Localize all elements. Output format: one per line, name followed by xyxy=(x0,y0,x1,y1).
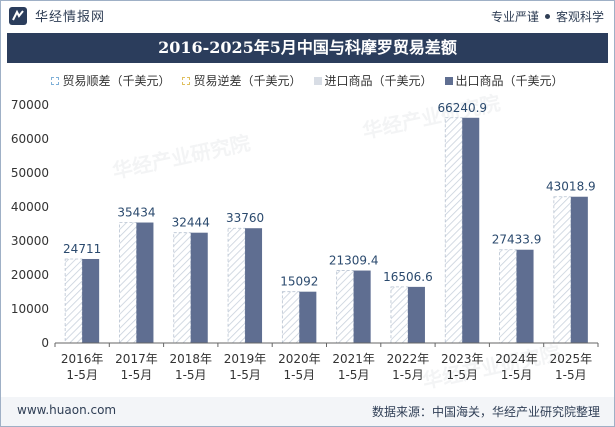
bar-surplus xyxy=(336,270,355,344)
x-tick-label-year: 2016年 xyxy=(61,352,104,366)
x-tick-label-year: 2018年 xyxy=(169,352,212,366)
data-label: 27433.9 xyxy=(492,233,542,247)
bar-surplus xyxy=(227,227,246,344)
bar-export xyxy=(82,258,100,343)
data-label: 21309.4 xyxy=(329,254,379,268)
legend-swatch-import xyxy=(313,76,322,85)
x-tick-label-period: 1-5月 xyxy=(66,368,98,382)
x-tick-label-period: 1-5月 xyxy=(555,368,587,382)
x-tick-label-year: 2020年 xyxy=(278,352,321,366)
legend-item-export[interactable]: 出口商品（千美元） xyxy=(444,72,564,89)
y-tick-label: 60000 xyxy=(11,132,49,146)
footer: www.huaon.com 数据来源：中国海关，华经产业研究院整理 xyxy=(1,397,614,426)
bar-surplus xyxy=(444,117,463,344)
x-tick-label-period: 1-5月 xyxy=(338,368,370,382)
chart-plot: 0 10000 20000 30000 40000 50000 60000 70000 247… xyxy=(11,98,599,382)
data-label: 66240.9 xyxy=(437,101,487,115)
x-tick-label-period: 1-5月 xyxy=(229,368,261,382)
x-tick-label-period: 1-5月 xyxy=(446,368,478,382)
data-label: 35434 xyxy=(117,206,155,220)
x-tick-label-year: 2017年 xyxy=(115,352,158,366)
y-tick-label: 30000 xyxy=(11,234,49,248)
data-label: 32444 xyxy=(172,216,210,230)
legend-swatch-deficit xyxy=(182,76,191,85)
data-label: 43018.9 xyxy=(546,180,596,194)
legend-swatch-surplus xyxy=(51,76,60,85)
x-tick-label-year: 2019年 xyxy=(224,352,267,366)
chart-legend: 贸易顺差（千美元） 贸易逆差（千美元） 进口商品（千美元） 出口商品（千美元） xyxy=(1,72,614,89)
legend-item-surplus[interactable]: 贸易顺差（千美元） xyxy=(51,72,170,89)
legend-label-export: 出口商品（千美元） xyxy=(455,74,564,88)
bar-surplus xyxy=(553,196,572,344)
x-tick-label-year: 2021年 xyxy=(332,352,375,366)
bar-surplus xyxy=(281,291,300,344)
legend-item-import[interactable]: 进口商品（千美元） xyxy=(313,72,433,89)
legend-label-deficit: 贸易逆差（千美元） xyxy=(193,74,302,88)
bars-group: 24711 35434 32444 33760 15092 21309.4 16506.6 6… xyxy=(63,101,596,344)
x-tick-label-period: 1-5月 xyxy=(392,368,424,382)
legend-label-import: 进口商品（千美元） xyxy=(324,74,433,88)
footer-source: 数据来源：中国海关，华经产业研究院整理 xyxy=(371,405,600,419)
slogan-part-1: 专业严谨 xyxy=(490,10,539,24)
bar-surplus xyxy=(390,286,409,344)
bar-export xyxy=(407,286,425,343)
x-tick-label-year: 2025年 xyxy=(550,352,593,366)
x-tick-label-period: 1-5月 xyxy=(121,368,153,382)
data-label: 33760 xyxy=(226,211,264,225)
bar-surplus xyxy=(173,232,192,344)
bar-export xyxy=(516,249,534,343)
title-bar: 2016-2025年5月中国与科摩罗贸易差额 xyxy=(7,33,608,63)
x-tick-label-year: 2023年 xyxy=(441,352,484,366)
y-tick-label: 20000 xyxy=(11,268,49,282)
bar-export xyxy=(190,232,208,343)
legend-item-deficit[interactable]: 贸易逆差（千美元） xyxy=(182,72,302,89)
slogan-part-2: 客观科学 xyxy=(555,10,604,24)
y-tick-label: 40000 xyxy=(11,200,49,214)
bar-export xyxy=(353,270,371,343)
x-tick-label-period: 1-5月 xyxy=(284,368,316,382)
bar-surplus xyxy=(119,222,137,344)
chart-title: 2016-2025年5月中国与科摩罗贸易差额 xyxy=(158,38,457,57)
bar-export xyxy=(136,222,154,343)
y-tick-label: 50000 xyxy=(11,166,49,180)
y-tick-label: 0 xyxy=(41,336,49,350)
data-label: 15092 xyxy=(280,275,318,289)
bar-export xyxy=(462,117,480,343)
y-axis: 0 10000 20000 30000 40000 50000 60000 70000 xyxy=(11,98,49,350)
bar-export xyxy=(299,291,317,343)
x-tick-label-period: 1-5月 xyxy=(175,368,207,382)
bar-export xyxy=(245,228,263,343)
data-label: 16506.6 xyxy=(383,270,433,284)
y-tick-label: 70000 xyxy=(11,98,49,112)
y-tick-label: 10000 xyxy=(11,302,49,316)
legend-swatch-export xyxy=(444,76,453,85)
data-label: 24711 xyxy=(63,242,101,256)
legend-label-surplus: 贸易顺差（千美元） xyxy=(62,74,171,88)
bar-surplus xyxy=(64,258,83,344)
x-tick-label-year: 2024年 xyxy=(495,352,538,366)
huajing-logo-icon xyxy=(9,6,27,25)
brand[interactable]: 华经情报网 xyxy=(9,6,105,25)
top-bar: 华经情报网 专业严谨 客观科学 xyxy=(1,1,614,31)
separator-dot-icon xyxy=(544,14,550,19)
bar-surplus xyxy=(499,249,517,344)
brand-name: 华经情报网 xyxy=(35,10,106,25)
x-tick-label-period: 1-5月 xyxy=(501,368,533,382)
x-axis: 2016年 1-5月 2017年 1-5月 2018年 1-5月 2019年 1-5月 2020… xyxy=(54,342,599,382)
bar-export xyxy=(570,196,588,343)
slogan: 专业严谨 客观科学 xyxy=(491,8,604,25)
footer-website[interactable]: www.huaon.com xyxy=(17,403,117,417)
x-tick-label-year: 2022年 xyxy=(387,352,430,366)
